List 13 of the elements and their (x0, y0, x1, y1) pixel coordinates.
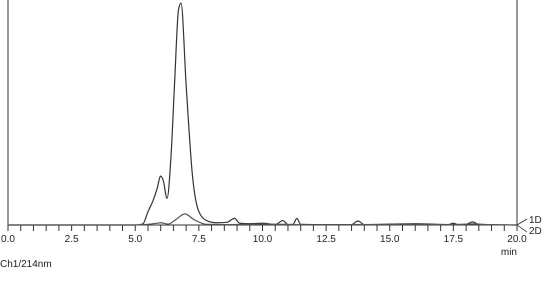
x-tick-label: 7.5 (192, 234, 206, 245)
x-tick-label: 12.5 (316, 234, 336, 245)
x-tick-label: 17.5 (444, 234, 464, 245)
x-tick-label: 2.5 (64, 234, 80, 245)
legend-label: 1D (529, 215, 542, 226)
x-tick-label: 5.0 (128, 234, 143, 245)
x-tick-label: 20.0 (507, 234, 528, 245)
x-tick-label: 0.0 (1, 234, 16, 245)
x-tick-label: 15.0 (380, 234, 400, 245)
x-axis-title: min (500, 247, 517, 258)
legend-label: 2D (529, 226, 542, 237)
x-tick-label: 10.0 (252, 234, 273, 245)
text: Ch1/214nm (0, 259, 52, 270)
